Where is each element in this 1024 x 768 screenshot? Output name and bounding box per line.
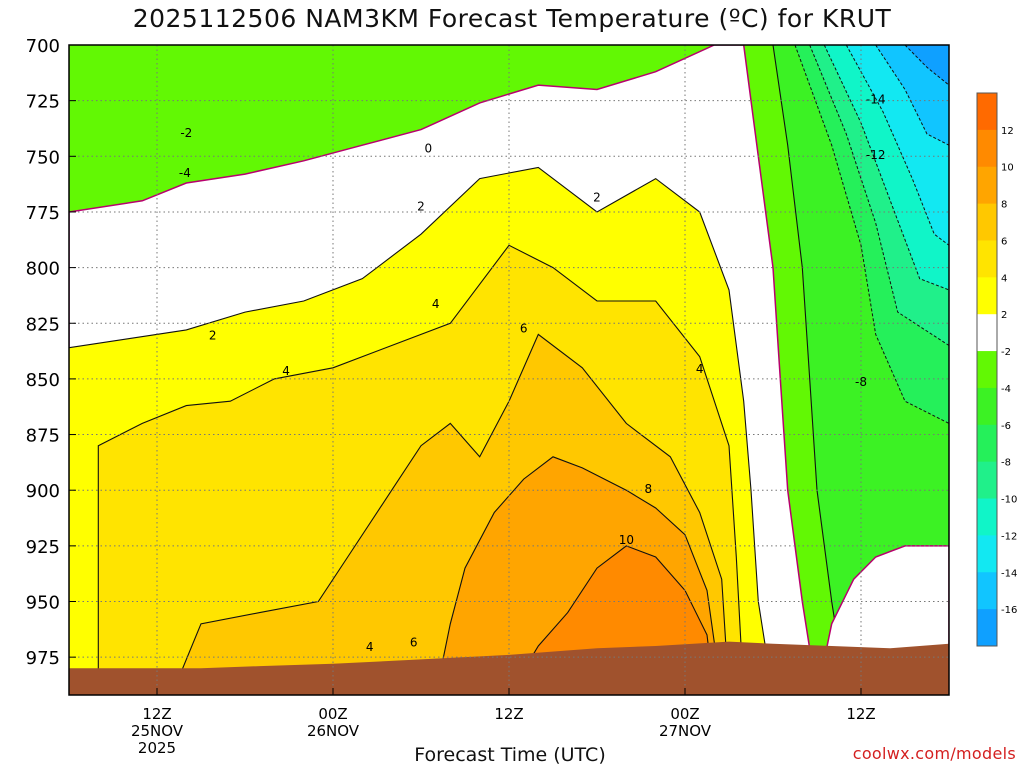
contour-label: 10 <box>619 533 634 547</box>
contour-label: -14 <box>866 92 886 106</box>
colorbar-band <box>977 498 997 536</box>
colorbar-label: 10 <box>1001 163 1014 174</box>
colorbar-label: 4 <box>1001 273 1007 284</box>
colorbar-label: -2 <box>1001 347 1011 358</box>
contour-label: -4 <box>179 166 191 180</box>
x-tick-date: 26NOV <box>307 722 360 740</box>
colorbar-band <box>977 314 997 352</box>
y-tick-label: 775 <box>26 203 60 224</box>
chart-title: 2025112506 NAM3KM Forecast Temperature (… <box>132 4 892 33</box>
colorbar-band <box>977 93 997 131</box>
y-tick-label: 700 <box>26 36 60 57</box>
colorbar-band <box>977 424 997 463</box>
x-tick-label: 12Z <box>494 705 523 723</box>
colorbar-band <box>977 203 997 241</box>
contour-label: 4 <box>432 297 440 311</box>
contour-label: 2 <box>209 328 217 342</box>
credit-link[interactable]: coolwx.com/models <box>852 744 1016 763</box>
colorbar-label: -10 <box>1001 495 1017 506</box>
contour-label: 6 <box>410 636 418 650</box>
y-tick-label: 725 <box>26 92 60 113</box>
x-tick-label: 00Z <box>318 705 347 723</box>
colorbar-band <box>977 351 997 389</box>
colorbar-label: 6 <box>1001 236 1007 247</box>
contour-label: 2 <box>593 190 601 204</box>
x-tick-year: 2025 <box>138 739 176 757</box>
colorbar-band <box>977 277 997 315</box>
colorbar-band <box>977 240 997 278</box>
y-tick-label: 875 <box>26 426 60 447</box>
colorbar-band <box>977 166 997 205</box>
colorbar-band <box>977 609 997 647</box>
colorbar-label: 12 <box>1001 126 1014 137</box>
x-tick-date: 27NOV <box>659 722 712 740</box>
x-tick-label: 00Z <box>670 705 699 723</box>
contour-label: 6 <box>520 322 528 336</box>
x-axis-label: Forecast Time (UTC) <box>414 744 606 766</box>
contour-label: -8 <box>855 375 867 389</box>
colorbar-label: -6 <box>1001 421 1011 432</box>
x-tick-label: 12Z <box>142 705 171 723</box>
x-tick-date: 25NOV <box>131 722 184 740</box>
contour-label: -2 <box>180 126 192 140</box>
colorbar-band <box>977 535 997 573</box>
colorbar-label: 8 <box>1001 200 1007 211</box>
y-tick-label: 975 <box>26 648 60 669</box>
colorbar-band <box>977 129 997 168</box>
contour-label: 0 <box>425 141 433 155</box>
y-tick-label: 825 <box>26 314 60 335</box>
y-tick-label: 850 <box>26 370 60 391</box>
contour-label: 4 <box>282 364 290 378</box>
y-tick-label: 900 <box>26 481 60 502</box>
colorbar-label: -16 <box>1001 605 1017 616</box>
x-tick-label: 12Z <box>846 705 875 723</box>
colorbar-label: -14 <box>1001 568 1017 579</box>
contour-label: 8 <box>645 482 653 496</box>
colorbar-band <box>977 461 997 500</box>
band--16 <box>904 45 949 86</box>
colorbar-frame <box>976 92 998 647</box>
y-tick-label: 950 <box>26 593 60 614</box>
terrain-surface <box>69 641 949 695</box>
colorbar-label: -4 <box>1001 384 1011 395</box>
contour-label: -12 <box>866 148 886 162</box>
colorbar-label: -12 <box>1001 531 1017 542</box>
contour-label: 2 <box>417 199 425 213</box>
colorbar-band <box>977 387 997 426</box>
contour-label: 4 <box>696 362 704 376</box>
y-tick-label: 800 <box>26 259 60 280</box>
contour-label: 4 <box>366 640 374 654</box>
colorbar-label: -8 <box>1001 458 1011 469</box>
y-tick-label: 925 <box>26 537 60 558</box>
y-tick-label: 750 <box>26 147 60 168</box>
colorbar-band <box>977 572 997 610</box>
colorbar-label: 2 <box>1001 310 1007 321</box>
